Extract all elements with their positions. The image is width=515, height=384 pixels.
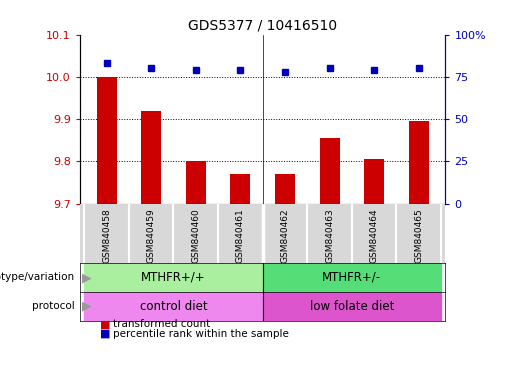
Text: GSM840464: GSM840464 [370,208,379,263]
Bar [409,121,429,204]
Text: GSM840460: GSM840460 [191,208,200,263]
Text: control diet: control diet [140,300,207,313]
Bar [84,263,263,292]
Bar [230,174,250,204]
Text: GSM840465: GSM840465 [414,208,423,263]
Text: low folate diet: low folate diet [310,300,394,313]
Text: GSM840462: GSM840462 [281,208,289,263]
Text: transformed count: transformed count [113,319,211,329]
Text: ▶: ▶ [82,300,92,313]
Bar [129,204,174,263]
Bar [275,174,295,204]
Bar [96,77,116,204]
Bar [263,204,307,263]
Bar [174,204,218,263]
Bar [263,292,441,321]
Bar [84,292,263,321]
Bar [364,159,384,204]
Text: MTHFR+/-: MTHFR+/- [322,271,382,284]
Bar [263,263,441,292]
Bar [397,204,441,263]
Bar [84,204,129,263]
Text: GSM840458: GSM840458 [102,208,111,263]
Text: ▶: ▶ [82,271,92,284]
Text: genotype/variation: genotype/variation [0,272,75,283]
Text: ■: ■ [100,319,111,329]
Text: ■: ■ [100,329,111,339]
Text: GSM840461: GSM840461 [236,208,245,263]
Bar [141,111,161,204]
Bar [307,204,352,263]
Text: GSM840463: GSM840463 [325,208,334,263]
Text: percentile rank within the sample: percentile rank within the sample [113,329,289,339]
Text: GSM840459: GSM840459 [147,208,156,263]
Bar [352,204,397,263]
Text: MTHFR+/+: MTHFR+/+ [141,271,206,284]
Bar [319,138,339,204]
Title: GDS5377 / 10416510: GDS5377 / 10416510 [188,18,337,32]
Text: protocol: protocol [32,301,75,311]
Bar [186,161,206,204]
Bar [218,204,263,263]
